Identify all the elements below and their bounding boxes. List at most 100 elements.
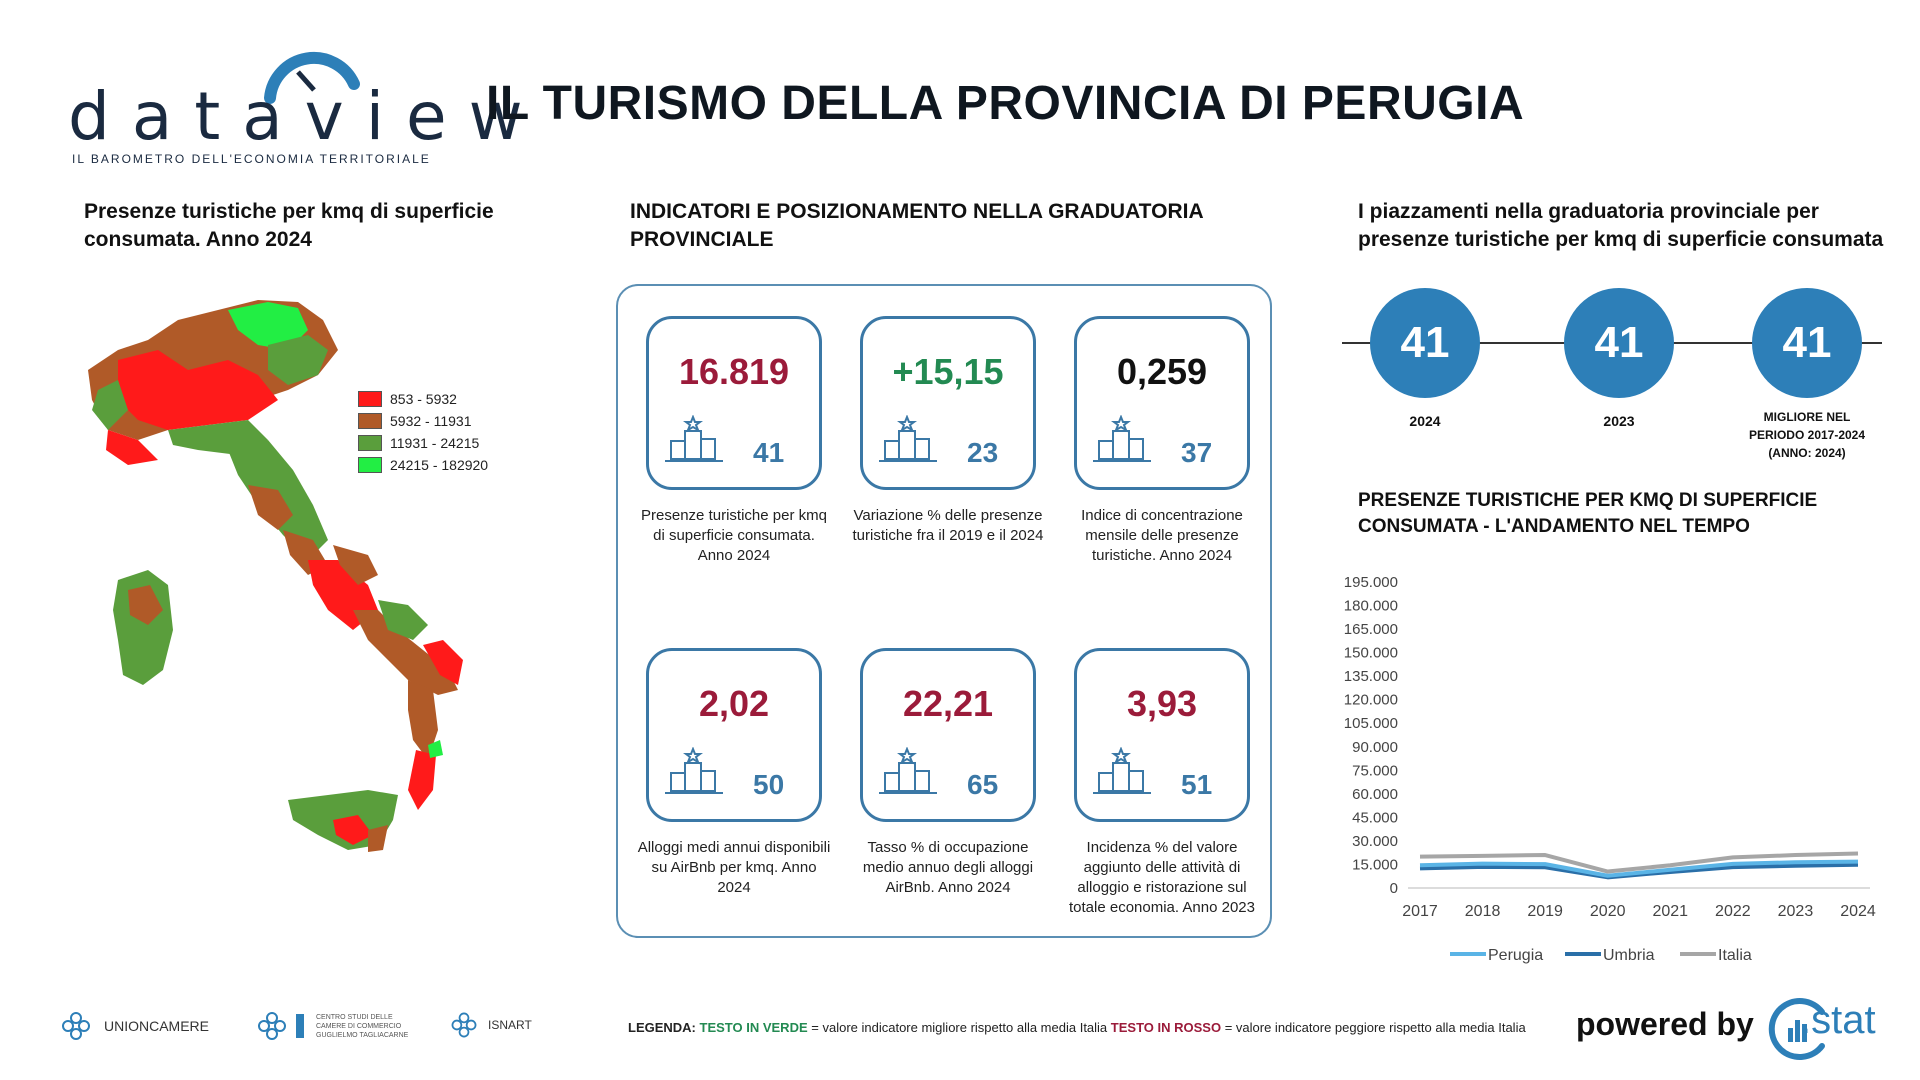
legend-label-perugia: Perugia	[1488, 947, 1543, 964]
rank-circle-best: 41	[1752, 288, 1862, 398]
y-tick-label: 90.000	[1352, 739, 1398, 756]
flower-icon	[258, 1012, 286, 1040]
legend-swatch	[358, 457, 382, 473]
rank-label-2023: 2023	[1603, 413, 1635, 429]
tagliacarne-mark-icon	[296, 1014, 304, 1038]
podium-icon	[663, 414, 725, 472]
x-tick-label: 2017	[1402, 903, 1438, 920]
x-tick-label: 2023	[1778, 903, 1814, 920]
legend-red-desc: = valore indicatore peggiore rispetto al…	[1224, 1020, 1526, 1035]
rank-label-best: MIGLIORE NEL PERIODO 2017-2024 (ANNO: 20…	[1748, 410, 1866, 460]
indicator-value: 16.819	[678, 351, 790, 392]
italy-map	[88, 300, 463, 852]
legend-prefix: LEGENDA:	[628, 1020, 696, 1035]
map-legend-item: 5932 - 11931	[358, 410, 488, 432]
powered-by-label: powered by	[1576, 1006, 1754, 1042]
indicator-description: Tasso % di occupazione medio annuo degli…	[862, 839, 1034, 896]
legend-red-text: TESTO IN ROSSO	[1110, 1020, 1222, 1035]
indicator-value: 2,02	[698, 683, 770, 724]
tagliacarne-logo: CENTRO STUDI DELLE CAMERE DI COMMERCIO G…	[254, 1010, 416, 1042]
indicator-card: 3,93 51	[1074, 648, 1250, 822]
indicator-rank: 50	[753, 769, 785, 800]
podium-icon	[1091, 746, 1153, 804]
legend-swatch	[358, 391, 382, 407]
unioncamere-logo: UNIONCAMERE	[58, 1010, 209, 1042]
indicator-card: 2,02 50	[646, 648, 822, 822]
legend-green-text: TESTO IN VERDE	[699, 1020, 808, 1035]
y-tick-label: 0	[1390, 880, 1398, 897]
trend-line-chart: 195.000 180.000 165.000 150.000 135.000 120.0…	[1344, 574, 1876, 964]
legend-label-italia: Italia	[1718, 947, 1752, 964]
x-tick-label: 2020	[1590, 903, 1626, 920]
x-tick-label: 2024	[1840, 903, 1876, 920]
y-tick-label: 150.000	[1344, 645, 1398, 662]
indicator-rank: 41	[753, 437, 785, 468]
page-title: IL TURISMO DELLA PROVINCIA DI PERUGIA	[486, 77, 1525, 130]
y-tick-label: 165.000	[1344, 621, 1398, 638]
indicator-rank: 37	[1181, 437, 1213, 468]
indicators-title: INDICATORI E POSIZIONAMENTO NELLA GRADUA…	[630, 200, 1203, 251]
indicator-card: 0,259 37	[1074, 316, 1250, 490]
legend-label: 5932 - 11931	[390, 413, 472, 429]
logo-wordmark: dataview	[68, 78, 545, 155]
cstat-brand: .stat	[1800, 998, 1876, 1042]
legend-label: 853 - 5932	[390, 391, 457, 407]
indicator-value: +15,15	[892, 351, 1004, 392]
logo-subtitle: IL BAROMETRO DELL'ECONOMIA TERRITORIALE	[72, 152, 431, 166]
y-tick-label: 15.000	[1352, 856, 1398, 873]
podium-icon	[877, 414, 939, 472]
map-legend: 853 - 5932 5932 - 11931 11931 - 24215 24…	[358, 388, 488, 476]
ranking-title: I piazzamenti nella graduatoria provinci…	[1358, 200, 1884, 251]
cstat-logo-icon	[1768, 998, 1825, 1060]
x-tick-label: 2021	[1652, 903, 1688, 920]
x-tick-label: 2018	[1465, 903, 1501, 920]
x-tick-label: 2019	[1527, 903, 1563, 920]
y-tick-label: 60.000	[1352, 786, 1398, 803]
legend-green-desc: = valore indicatore migliore rispetto al…	[811, 1020, 1108, 1035]
map-legend-item: 853 - 5932	[358, 388, 488, 410]
rank-circle-2023: 41	[1564, 288, 1674, 398]
series-line-perugia	[1419, 859, 1859, 878]
y-tick-label: 45.000	[1352, 809, 1398, 826]
indicator-rank: 51	[1181, 769, 1213, 800]
indicator-rank: 23	[967, 437, 999, 468]
y-tick-label: 195.000	[1344, 574, 1398, 591]
tagliacarne-label: CENTRO STUDI DELLE CAMERE DI COMMERCIO G…	[316, 1013, 409, 1039]
isnart-label: ISNART	[488, 1018, 532, 1032]
isnart-logo: ISNART	[448, 1010, 532, 1040]
footer-legend: LEGENDA: TESTO IN VERDE = valore indicat…	[628, 1020, 1526, 1035]
indicator-description: Presenze turistiche per kmq di superfici…	[641, 507, 827, 564]
legend-label: 11931 - 24215	[390, 435, 480, 451]
indicator-value: 22,21	[902, 683, 994, 724]
unioncamere-label: UNIONCAMERE	[104, 1018, 210, 1034]
podium-icon	[877, 746, 939, 804]
indicator-description: Incidenza % del valore aggiunto delle at…	[1069, 839, 1255, 916]
y-tick-label: 120.000	[1344, 692, 1398, 709]
indicator-value: 0,259	[1116, 351, 1208, 392]
indicator-description: Variazione % delle presenze turistiche f…	[852, 507, 1044, 544]
indicator-description: Indice di concentrazione mensile delle p…	[1081, 507, 1243, 564]
y-tick-label: 135.000	[1344, 668, 1398, 685]
y-tick-label: 30.000	[1352, 833, 1398, 850]
y-tick-label: 75.000	[1352, 762, 1398, 779]
rank-label-2024: 2024	[1409, 413, 1441, 429]
map-legend-item: 11931 - 24215	[358, 432, 488, 454]
y-tick-label: 105.000	[1344, 715, 1398, 732]
indicator-card: 22,21 65	[860, 648, 1036, 822]
y-tick-label: 180.000	[1344, 598, 1398, 615]
legend-label-umbria: Umbria	[1603, 947, 1655, 964]
podium-icon	[663, 746, 725, 804]
indicator-card: +15,15 23	[860, 316, 1036, 490]
rank-circle-2024: 41	[1370, 288, 1480, 398]
map-section-title: Presenze turistiche per kmq di superfici…	[84, 200, 494, 251]
indicator-rank: 65	[967, 769, 999, 800]
legend-swatch	[358, 413, 382, 429]
x-tick-label: 2022	[1715, 903, 1751, 920]
series-line-italia	[1419, 851, 1859, 874]
flower-icon	[62, 1012, 90, 1040]
legend-label: 24215 - 182920	[390, 457, 489, 473]
indicator-card: 16.819 41	[646, 316, 822, 490]
indicators-panel	[616, 284, 1272, 938]
legend-swatch	[358, 435, 382, 451]
map-legend-item: 24215 - 182920	[358, 454, 488, 476]
